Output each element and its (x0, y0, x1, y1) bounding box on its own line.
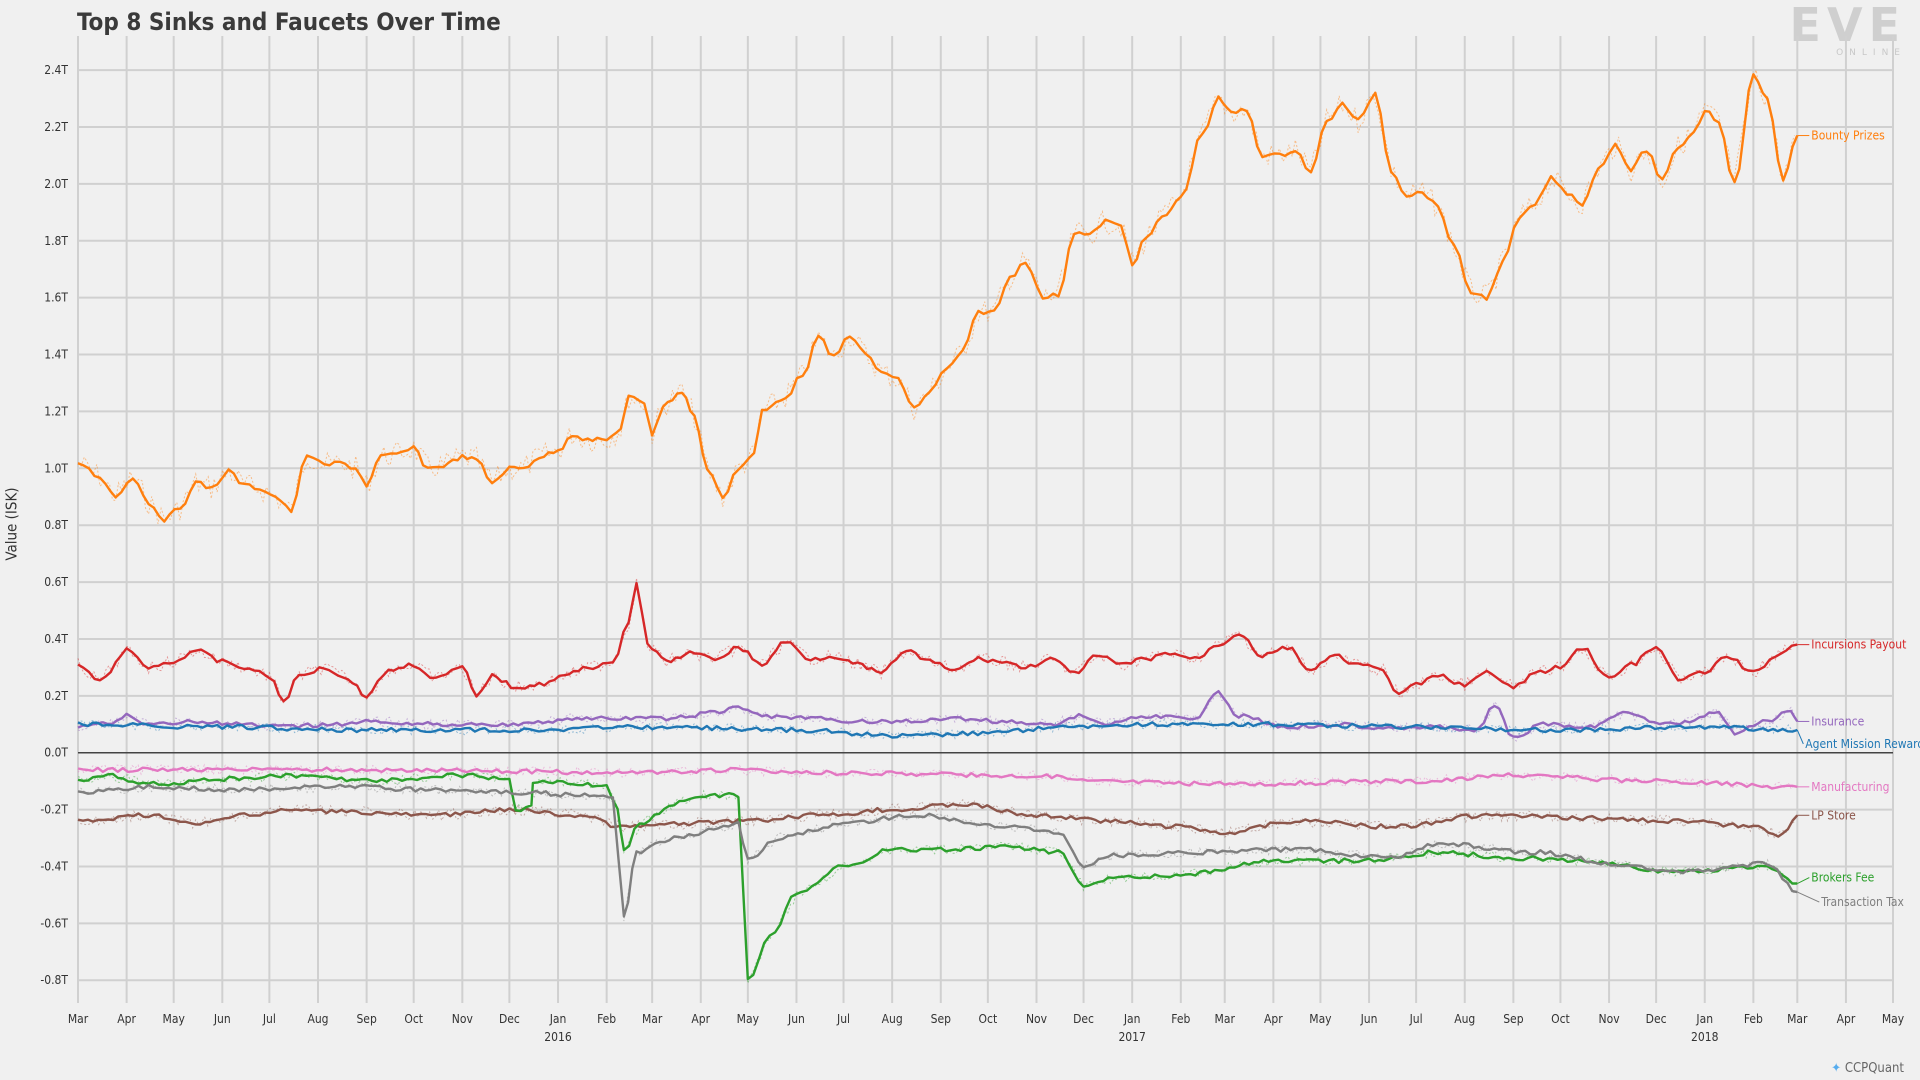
x-tick-label: Apr (691, 1012, 710, 1026)
y-tick-label: -0.8T (40, 973, 68, 987)
smoothed-series-group (77, 73, 1799, 981)
x-tick-label: May (737, 1012, 760, 1026)
twitter-bird-icon: ✦ (1831, 1061, 1842, 1076)
x-tick-label: Jun (787, 1012, 805, 1026)
x-tick-label: Jan (549, 1012, 567, 1026)
y-tick-label: 2.2T (44, 120, 68, 134)
series-label-leader (1797, 877, 1810, 884)
series-labels: Bounty Prizes Incursions Payout Insurance A… (1796, 129, 1920, 909)
x-tick-label: Oct (1551, 1012, 1570, 1026)
x-tick-label: May (163, 1012, 186, 1026)
x-tick-label: Dec (499, 1012, 520, 1026)
credit-text: CCPQuant (1844, 1061, 1904, 1076)
x-tick-label: Jun (1360, 1012, 1378, 1026)
x-tick-label: Jul (1409, 1012, 1423, 1026)
x-tick-label: Jun (213, 1012, 231, 1026)
series-line (77, 802, 1799, 838)
x-tick-label: Aug (882, 1012, 903, 1026)
y-tick-label: -0.2T (40, 803, 68, 817)
y-tick-label: 0.0T (44, 746, 68, 760)
y-tick-label: 1.0T (44, 461, 68, 475)
chart-title: Top 8 Sinks and Faucets Over Time (77, 8, 501, 36)
x-tick-label: Sep (931, 1012, 952, 1026)
x-tick-label: Aug (1454, 1012, 1475, 1026)
x-tick-label: Apr (117, 1012, 136, 1026)
series-line (77, 73, 1799, 523)
x-tick-label: Aug (307, 1012, 328, 1026)
grid-lines (77, 36, 1894, 1003)
x-tick-label: Jul (836, 1012, 850, 1026)
y-tick-label: 1.8T (44, 234, 68, 248)
raw-series-group (77, 68, 1795, 984)
x-tick-label: Sep (1503, 1012, 1524, 1026)
x-tick-label: Jan (1695, 1012, 1713, 1026)
x-tick-label: Apr (1837, 1012, 1856, 1026)
series-line (77, 581, 1798, 703)
series-label: Brokers Fee (1811, 871, 1874, 885)
y-tick-label: 1.6T (44, 291, 68, 305)
series-raw-line (77, 578, 1795, 704)
x-tick-label: Mar (1215, 1012, 1236, 1026)
series-line (77, 783, 1798, 918)
x-tick-label: Nov (1599, 1012, 1621, 1026)
x-tick-label: Feb (597, 1012, 616, 1026)
series-label: Agent Mission Rewards (1805, 737, 1920, 751)
x-tick-label: Dec (1073, 1012, 1094, 1026)
x-tick-label: Oct (979, 1012, 998, 1026)
y-tick-label: 1.4T (44, 348, 68, 362)
series-label: Bounty Prizes (1811, 129, 1885, 143)
x-tick-label: Jan (1123, 1012, 1141, 1026)
eve-online-logo: EVE ONLINE (1786, 2, 1906, 62)
y-tick-label: 0.8T (44, 518, 68, 532)
y-tick-label: -0.4T (40, 859, 68, 873)
series-line (77, 690, 1799, 738)
x-tick-label: Mar (642, 1012, 663, 1026)
y-tick-label: 0.4T (44, 632, 68, 646)
x-tick-label: Feb (1171, 1012, 1190, 1026)
series-label: Manufacturing (1811, 780, 1889, 794)
credit: ✦ CCPQuant (1831, 1061, 1904, 1076)
series-label: Incursions Payout (1811, 638, 1906, 652)
y-tick-label: 2.4T (44, 63, 68, 77)
series-label: Transaction Tax (1820, 895, 1904, 909)
x-tick-label: Mar (1787, 1012, 1808, 1026)
x-year-label: 2017 (1118, 1030, 1145, 1044)
x-tick-label: Feb (1744, 1012, 1763, 1026)
series-label-leader (1797, 891, 1820, 903)
x-year-label: 2018 (1691, 1030, 1719, 1044)
y-tick-label: 2.0T (44, 177, 68, 191)
x-year-label: 2016 (544, 1030, 572, 1044)
x-tick-label: Sep (356, 1012, 377, 1026)
x-tick-label: Nov (1026, 1012, 1048, 1026)
series-raw-line (77, 763, 1795, 790)
series-line (77, 772, 1798, 981)
x-tick-label: Mar (68, 1012, 89, 1026)
x-tick-label: Oct (404, 1012, 423, 1026)
series-label-leader (1796, 729, 1804, 745)
y-tick-label: 0.2T (44, 689, 68, 703)
x-tick-label: Apr (1264, 1012, 1283, 1026)
x-tick-label: May (1309, 1012, 1332, 1026)
y-tick-label: 1.2T (44, 404, 68, 418)
logo-subtext: ONLINE (1836, 48, 1906, 58)
series-label: LP Store (1811, 808, 1856, 822)
series-line (77, 766, 1798, 790)
series-label: Insurance (1811, 714, 1864, 728)
x-tick-label: Dec (1646, 1012, 1667, 1026)
y-tick-label: 0.6T (44, 575, 68, 589)
y-tick-label: -0.6T (40, 916, 68, 930)
x-tick-label: Nov (452, 1012, 474, 1026)
x-tick-label: Jul (262, 1012, 276, 1026)
series-line (77, 721, 1798, 739)
x-tick-label: May (1882, 1012, 1905, 1026)
axes: Mar Apr May Jun Jul Aug Sep Oct Nov Dec Jan 2016 Feb… (40, 63, 1904, 1044)
logo-text: EVE (1789, 0, 1906, 52)
